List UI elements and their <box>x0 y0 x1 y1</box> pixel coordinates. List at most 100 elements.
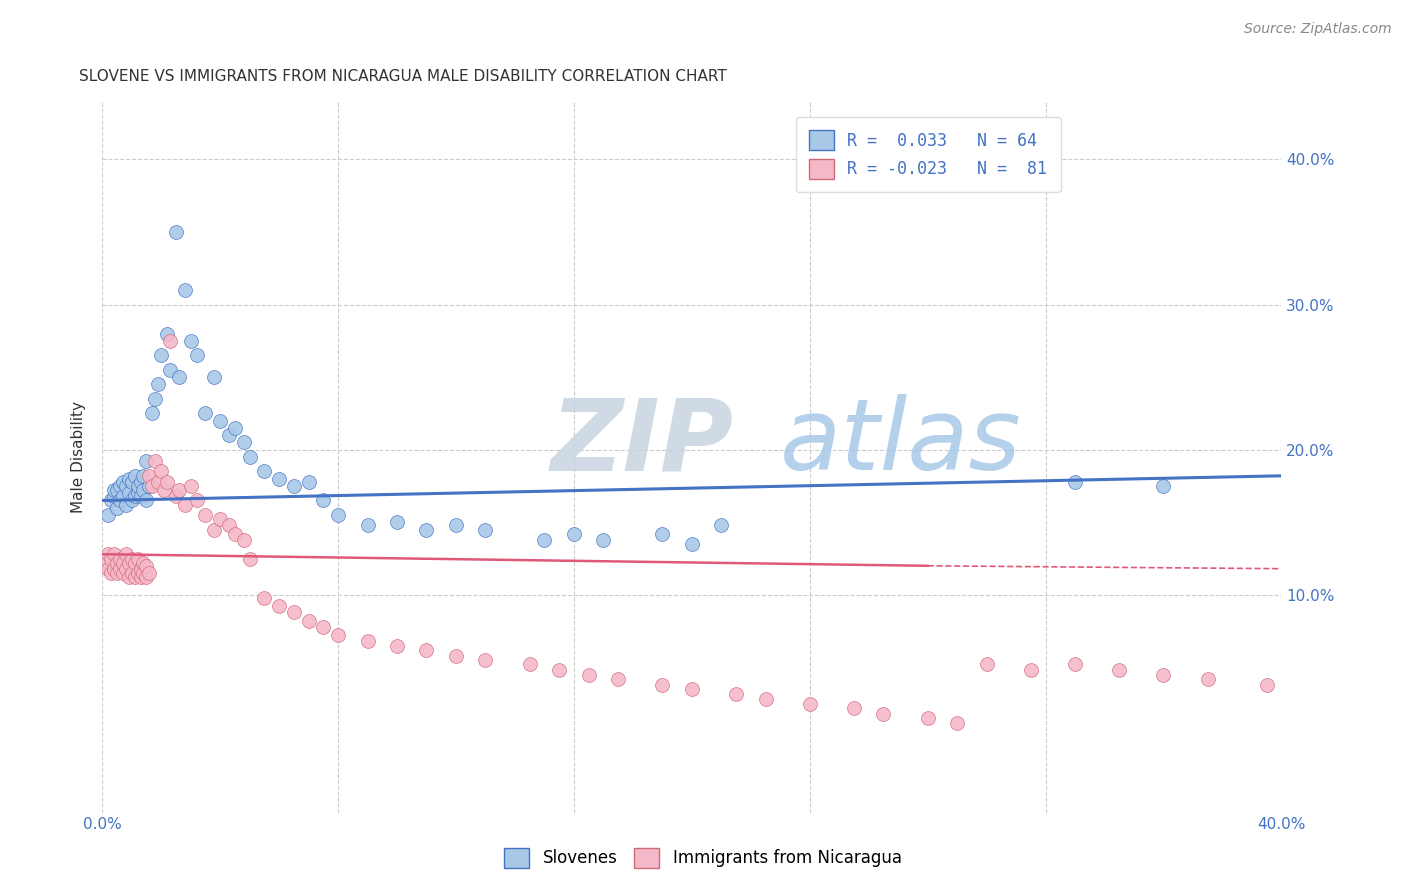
Point <box>108 479 131 493</box>
Point <box>105 500 128 515</box>
Point <box>173 498 195 512</box>
Point <box>132 566 155 580</box>
Point <box>186 348 208 362</box>
Point <box>105 483 128 498</box>
Point <box>167 483 190 498</box>
Point <box>129 489 152 503</box>
Point <box>312 620 335 634</box>
Point <box>135 493 157 508</box>
Point <box>267 472 290 486</box>
Point <box>103 489 125 503</box>
Point <box>121 566 143 580</box>
Point <box>297 614 319 628</box>
Point <box>1153 479 1175 493</box>
Point <box>283 605 305 619</box>
Point <box>209 512 232 526</box>
Point <box>224 421 246 435</box>
Point <box>111 566 134 580</box>
Point <box>842 701 865 715</box>
Point <box>799 697 821 711</box>
Point <box>118 486 141 500</box>
Point <box>415 523 437 537</box>
Point <box>153 483 176 498</box>
Point <box>681 537 703 551</box>
Point <box>548 663 571 677</box>
Point <box>724 686 747 700</box>
Point <box>108 551 131 566</box>
Point <box>209 414 232 428</box>
Point <box>415 643 437 657</box>
Point <box>103 547 125 561</box>
Point <box>156 326 179 341</box>
Point <box>114 547 136 561</box>
Point <box>135 454 157 468</box>
Point <box>165 225 187 239</box>
Point <box>150 348 173 362</box>
Point <box>100 551 122 566</box>
Point <box>202 523 225 537</box>
Point <box>253 591 276 605</box>
Point <box>108 562 131 576</box>
Point <box>1064 657 1087 672</box>
Point <box>111 475 134 489</box>
Point <box>180 334 202 348</box>
Point <box>143 392 166 406</box>
Point <box>111 556 134 570</box>
Text: ZIP: ZIP <box>550 394 734 491</box>
Point <box>444 648 467 663</box>
Point <box>121 475 143 489</box>
Point <box>118 570 141 584</box>
Point <box>97 547 120 561</box>
Point <box>105 556 128 570</box>
Point <box>562 527 585 541</box>
Point <box>385 639 408 653</box>
Point <box>118 472 141 486</box>
Point <box>297 475 319 489</box>
Point <box>710 518 733 533</box>
Point <box>202 370 225 384</box>
Point <box>127 566 149 580</box>
Point <box>132 468 155 483</box>
Point <box>1064 475 1087 489</box>
Point <box>224 527 246 541</box>
Point <box>138 566 160 580</box>
Point <box>578 667 600 681</box>
Point <box>138 479 160 493</box>
Point <box>124 570 146 584</box>
Point <box>141 479 163 493</box>
Point <box>100 566 122 580</box>
Text: Source: ZipAtlas.com: Source: ZipAtlas.com <box>1244 22 1392 37</box>
Point <box>754 692 776 706</box>
Point <box>474 523 496 537</box>
Point <box>173 283 195 297</box>
Point <box>167 370 190 384</box>
Point <box>218 518 240 533</box>
Point <box>165 489 187 503</box>
Point <box>651 527 673 541</box>
Point <box>135 570 157 584</box>
Point <box>150 465 173 479</box>
Point <box>108 493 131 508</box>
Point <box>253 465 276 479</box>
Point <box>283 479 305 493</box>
Point <box>326 628 349 642</box>
Point <box>474 653 496 667</box>
Point <box>607 672 630 686</box>
Point <box>124 489 146 503</box>
Point <box>148 475 170 489</box>
Point <box>239 551 262 566</box>
Point <box>444 518 467 533</box>
Point <box>129 562 152 576</box>
Point <box>218 428 240 442</box>
Point <box>1197 672 1219 686</box>
Point <box>651 678 673 692</box>
Point <box>156 475 179 489</box>
Point <box>159 334 181 348</box>
Point <box>94 556 117 570</box>
Point <box>356 518 378 533</box>
Point <box>1019 663 1042 677</box>
Legend: R =  0.033   N = 64, R = -0.023   N =  81: R = 0.033 N = 64, R = -0.023 N = 81 <box>796 117 1060 193</box>
Point <box>194 508 217 522</box>
Point <box>917 711 939 725</box>
Y-axis label: Male Disability: Male Disability <box>72 401 86 513</box>
